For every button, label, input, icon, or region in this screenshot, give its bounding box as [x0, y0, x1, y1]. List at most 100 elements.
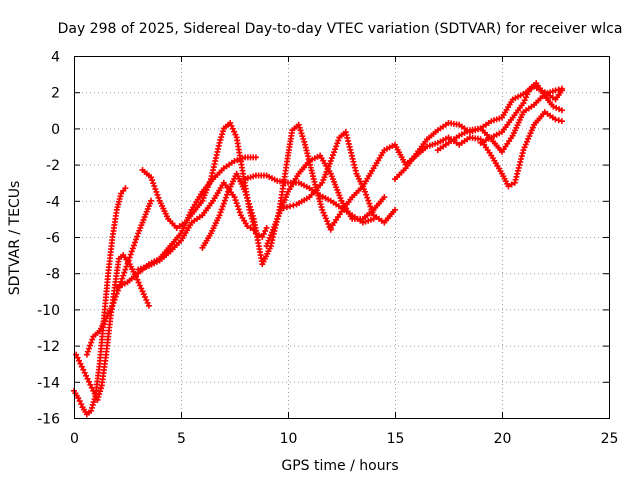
- data-point: [123, 263, 130, 270]
- series-track-1: [71, 185, 129, 418]
- data-point: [121, 269, 128, 276]
- data-point: [558, 107, 565, 114]
- data-point: [219, 128, 226, 135]
- data-point: [94, 396, 101, 403]
- data-point: [114, 287, 121, 294]
- y-tick-label: -2: [46, 158, 60, 174]
- data-point: [280, 205, 287, 212]
- data-point: [88, 407, 95, 414]
- data-point: [85, 378, 92, 385]
- x-tick-label: 25: [601, 431, 619, 447]
- data-point: [88, 339, 95, 346]
- data-point: [84, 348, 91, 355]
- data-point: [301, 138, 308, 145]
- data-point: [120, 272, 127, 279]
- data-point: [222, 194, 229, 201]
- data-point: [249, 212, 256, 219]
- data-point: [84, 375, 91, 382]
- data-point: [333, 143, 340, 150]
- data-point: [247, 206, 254, 213]
- data-point: [89, 336, 96, 343]
- data-point: [259, 234, 266, 240]
- series-track-14: [477, 80, 565, 146]
- data-point: [365, 197, 372, 204]
- x-tick-label: 0: [70, 431, 79, 447]
- series-track-5: [113, 154, 259, 291]
- data-point: [328, 155, 335, 162]
- data-point: [74, 354, 81, 361]
- data-point: [552, 116, 559, 123]
- x-tick-label: 5: [177, 431, 186, 447]
- data-point: [526, 133, 533, 140]
- data-point: [218, 134, 225, 141]
- data-point: [153, 188, 160, 195]
- data-point: [89, 401, 96, 408]
- data-point: [368, 206, 375, 213]
- data-point: [231, 194, 238, 201]
- data-point: [245, 197, 252, 204]
- series-track-9: [263, 152, 388, 250]
- data-point: [232, 197, 239, 204]
- data-point: [128, 248, 135, 255]
- data-point: [109, 302, 116, 309]
- plot-series: [71, 80, 565, 418]
- y-tick-label: -16: [37, 412, 60, 428]
- data-point: [508, 181, 515, 188]
- data-point: [555, 86, 562, 93]
- x-axis-label: GPS time / hours: [281, 458, 398, 474]
- data-point: [129, 245, 136, 252]
- x-tick-label: 10: [280, 431, 298, 447]
- data-point: [260, 230, 267, 237]
- data-point: [122, 266, 129, 273]
- data-point: [88, 404, 95, 411]
- data-point: [529, 124, 536, 131]
- data-point: [218, 206, 225, 213]
- data-point: [78, 401, 85, 408]
- data-point: [77, 360, 84, 367]
- data-point: [127, 251, 134, 258]
- data-point: [290, 202, 297, 209]
- y-tick-label: 0: [51, 122, 60, 138]
- y-tick-label: -6: [46, 231, 60, 247]
- data-point: [522, 141, 529, 148]
- series-line: [330, 111, 563, 229]
- data-point: [95, 394, 102, 401]
- data-point: [552, 87, 559, 94]
- data-point: [505, 183, 512, 190]
- data-point: [75, 357, 82, 364]
- data-point: [558, 118, 565, 125]
- data-point: [220, 200, 227, 207]
- data-point: [112, 293, 119, 300]
- data-point: [119, 275, 126, 282]
- data-point: [283, 204, 290, 211]
- data-point: [124, 260, 131, 267]
- data-point: [528, 127, 535, 134]
- data-point: [246, 200, 253, 207]
- data-point: [300, 136, 307, 143]
- data-point: [297, 127, 304, 134]
- data-point: [134, 233, 141, 240]
- data-point: [243, 191, 250, 198]
- x-tick-label: 15: [387, 431, 405, 447]
- y-tick-label: -8: [46, 267, 60, 283]
- data-point: [364, 194, 371, 201]
- data-point: [362, 188, 369, 195]
- axis-ticks: 0 5 10 15 20 25 -16 -14 -12 -10 -8 -6 -4 -2 0 2 4: [37, 50, 618, 448]
- y-tick-label: -10: [37, 303, 60, 319]
- data-point: [219, 203, 226, 210]
- data-point: [85, 345, 92, 352]
- data-point: [125, 257, 132, 264]
- data-point: [298, 130, 305, 137]
- data-point: [235, 206, 242, 213]
- data-point: [88, 384, 95, 391]
- y-tick-label: -14: [37, 375, 60, 391]
- data-point: [83, 372, 90, 379]
- data-point: [96, 391, 103, 398]
- series-track-2: [73, 252, 152, 403]
- data-point: [75, 395, 82, 402]
- data-point: [149, 177, 156, 184]
- data-point: [90, 399, 97, 406]
- data-point: [520, 147, 527, 154]
- data-point: [366, 200, 373, 207]
